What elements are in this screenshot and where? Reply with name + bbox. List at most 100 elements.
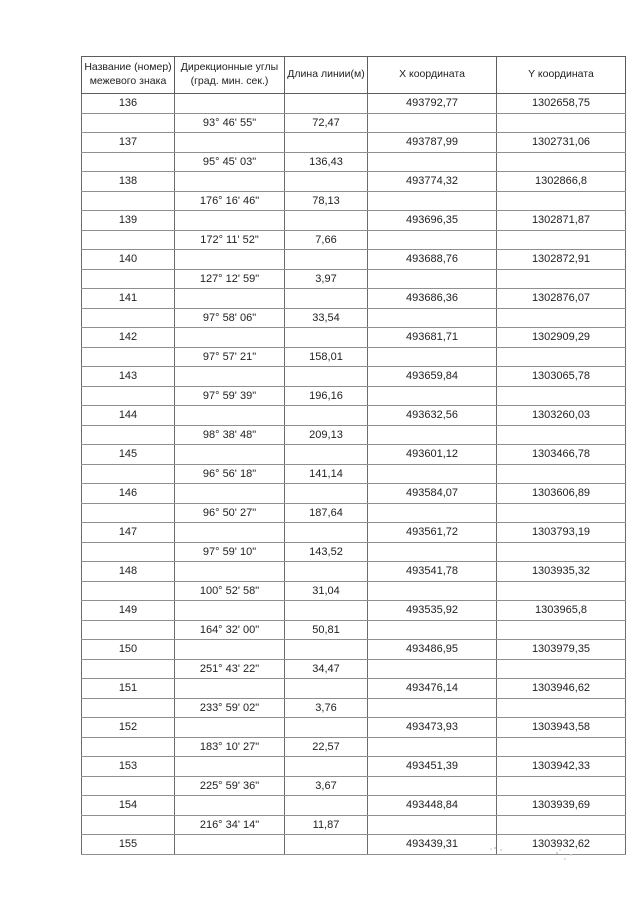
y-coordinate-cell: 1303932,62 — [496, 834, 626, 855]
x-coordinate-cell — [367, 541, 497, 562]
line-length-cell: 22,57 — [284, 736, 368, 757]
bearing-row: 97° 59' 39" 196,16 — [81, 385, 626, 406]
y-coordinate-cell: 1303466,78 — [496, 444, 626, 465]
y-coordinate-cell: 1303942,33 — [496, 756, 626, 777]
marker-row: 151 493476,14 1303946,62 — [81, 678, 626, 699]
direction-angle-cell — [174, 600, 285, 621]
direction-angle-cell — [174, 561, 285, 582]
line-length-cell — [284, 795, 368, 816]
y-coordinate-cell — [496, 697, 626, 718]
x-coordinate-cell — [367, 697, 497, 718]
table-header: Название (номер) межевого знака Дирекцион… — [81, 56, 626, 94]
x-coordinate-cell: 493688,76 — [367, 249, 497, 270]
bearing-row: 98° 38' 48" 209,13 — [81, 424, 626, 445]
bearing-row: 96° 50' 27" 187,64 — [81, 502, 626, 523]
y-coordinate-cell: 1302872,91 — [496, 249, 626, 270]
x-coordinate-cell — [367, 346, 497, 367]
line-length-cell: 50,81 — [284, 619, 368, 640]
line-length-cell: 33,54 — [284, 307, 368, 328]
y-coordinate-cell: 1303943,58 — [496, 717, 626, 738]
y-coordinate-cell — [496, 619, 626, 640]
x-coordinate-cell — [367, 580, 497, 601]
marker-number-cell — [81, 190, 175, 211]
direction-angle-cell — [174, 444, 285, 465]
x-coordinate-cell — [367, 619, 497, 640]
line-length-cell — [284, 444, 368, 465]
line-length-cell — [284, 171, 368, 192]
y-coordinate-cell — [496, 736, 626, 757]
line-length-cell: 34,47 — [284, 658, 368, 679]
marker-number-cell: 143 — [81, 366, 175, 387]
x-coordinate-cell: 493584,07 — [367, 483, 497, 504]
direction-angle-cell: 96° 50' 27" — [174, 502, 285, 523]
line-length-cell — [284, 327, 368, 348]
marker-number-cell: 155 — [81, 834, 175, 855]
line-length-cell: 143,52 — [284, 541, 368, 562]
marker-number-cell: 154 — [81, 795, 175, 816]
marker-row: 149 493535,92 1303965,8 — [81, 600, 626, 621]
marker-row: 153 493451,39 1303942,33 — [81, 756, 626, 777]
marker-number-cell: 144 — [81, 405, 175, 426]
y-coordinate-cell — [496, 424, 626, 445]
y-coordinate-cell — [496, 541, 626, 562]
marker-row: 147 493561,72 1303793,19 — [81, 522, 626, 543]
marker-number-cell — [81, 736, 175, 757]
bearing-row: 216° 34' 14" 11,87 — [81, 814, 626, 835]
direction-angle-cell — [174, 366, 285, 387]
line-length-cell: 7,66 — [284, 229, 368, 250]
x-coordinate-cell: 493535,92 — [367, 600, 497, 621]
direction-angle-cell: 216° 34' 14" — [174, 814, 285, 835]
y-coordinate-cell: 1303065,78 — [496, 366, 626, 387]
marker-number-cell — [81, 775, 175, 796]
y-coordinate-cell — [496, 814, 626, 835]
bearing-row: 100° 52' 58" 31,04 — [81, 580, 626, 601]
x-coordinate-cell — [367, 658, 497, 679]
line-length-cell — [284, 132, 368, 153]
column-header: Название (номер) межевого знака — [81, 56, 175, 94]
x-coordinate-cell — [367, 814, 497, 835]
x-coordinate-cell: 493774,32 — [367, 171, 497, 192]
marker-number-cell: 140 — [81, 249, 175, 270]
line-length-cell — [284, 678, 368, 699]
marker-number-cell — [81, 658, 175, 679]
marker-row: 140 493688,76 1302872,91 — [81, 249, 626, 270]
y-coordinate-cell — [496, 229, 626, 250]
table-body: 136 493792,77 1302658,75 93° 46' 55" 72,47 13… — [81, 93, 626, 855]
direction-angle-cell — [174, 756, 285, 777]
marker-number-cell: 136 — [81, 93, 175, 114]
x-coordinate-cell — [367, 424, 497, 445]
marker-number-cell — [81, 619, 175, 640]
x-coordinate-cell: 493439,31 — [367, 834, 497, 855]
line-length-cell — [284, 639, 368, 660]
bearing-row: 251° 43' 22" 34,47 — [81, 658, 626, 679]
y-coordinate-cell — [496, 112, 626, 133]
marker-row: 144 493632,56 1303260,03 — [81, 405, 626, 426]
direction-angle-cell: 95° 45' 03" — [174, 151, 285, 172]
y-coordinate-cell — [496, 463, 626, 484]
line-length-cell — [284, 600, 368, 621]
direction-angle-cell: 172° 11' 52" — [174, 229, 285, 250]
x-coordinate-cell — [367, 502, 497, 523]
x-coordinate-cell: 493473,93 — [367, 717, 497, 738]
y-coordinate-cell: 1302876,07 — [496, 288, 626, 309]
y-coordinate-cell — [496, 385, 626, 406]
marker-number-cell — [81, 268, 175, 289]
x-coordinate-cell — [367, 151, 497, 172]
y-coordinate-cell: 1303965,8 — [496, 600, 626, 621]
bearing-row: 164° 32' 00" 50,81 — [81, 619, 626, 640]
x-coordinate-cell: 493486,95 — [367, 639, 497, 660]
direction-angle-cell — [174, 171, 285, 192]
x-coordinate-cell — [367, 112, 497, 133]
marker-number-cell — [81, 112, 175, 133]
y-coordinate-cell — [496, 268, 626, 289]
marker-number-cell: 141 — [81, 288, 175, 309]
line-length-cell — [284, 249, 368, 270]
bearing-row: 225° 59' 36" 3,67 — [81, 775, 626, 796]
y-coordinate-cell: 1303939,69 — [496, 795, 626, 816]
direction-angle-cell: 225° 59' 36" — [174, 775, 285, 796]
x-coordinate-cell — [367, 307, 497, 328]
y-coordinate-cell — [496, 307, 626, 328]
marker-row: 154 493448,84 1303939,69 — [81, 795, 626, 816]
line-length-cell — [284, 561, 368, 582]
x-coordinate-cell — [367, 229, 497, 250]
